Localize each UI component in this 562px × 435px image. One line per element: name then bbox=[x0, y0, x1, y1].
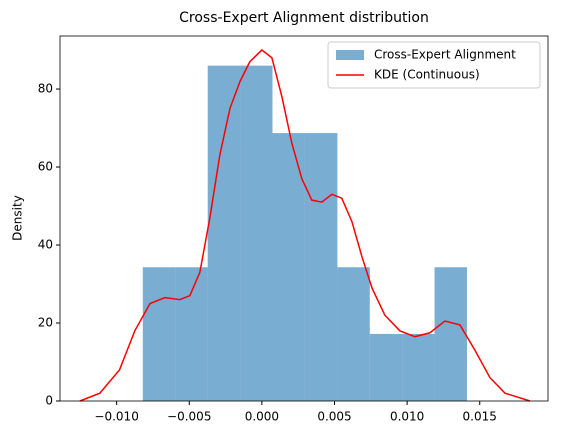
y-tick-label: 0 bbox=[45, 394, 53, 408]
histogram-bar bbox=[142, 267, 176, 401]
y-tick-label: 40 bbox=[38, 238, 53, 252]
histogram-bar bbox=[240, 65, 273, 401]
histogram-bar bbox=[369, 333, 403, 401]
histogram-bar bbox=[337, 267, 370, 401]
legend-box bbox=[327, 41, 541, 89]
y-axis-label: Density bbox=[11, 195, 25, 241]
x-tick-label: 0.000 bbox=[245, 410, 279, 424]
plot-frame bbox=[59, 35, 549, 402]
y-tick-label: 20 bbox=[38, 316, 53, 330]
chart-title: Cross-Expert Alignment distribution bbox=[179, 10, 429, 26]
kde-line bbox=[79, 49, 531, 402]
histogram-bar bbox=[434, 267, 467, 401]
x-tick-label: −0.005 bbox=[167, 410, 211, 424]
histogram-bar bbox=[207, 65, 241, 401]
legend-swatch bbox=[336, 50, 364, 60]
legend-label: KDE (Continuous) bbox=[374, 68, 480, 82]
histogram-bar bbox=[304, 133, 338, 401]
x-tick-label: 0.010 bbox=[390, 410, 424, 424]
x-tick-label: 0.015 bbox=[463, 410, 497, 424]
x-tick-label: 0.005 bbox=[317, 410, 351, 424]
x-tick-label: −0.010 bbox=[94, 410, 138, 424]
y-tick-label: 60 bbox=[38, 160, 53, 174]
y-tick-label: 80 bbox=[38, 82, 53, 96]
histogram-bar bbox=[402, 333, 435, 401]
histogram-bar bbox=[175, 267, 208, 401]
legend-label: Cross-Expert Alignment bbox=[374, 48, 516, 62]
histogram-bar bbox=[272, 133, 305, 401]
